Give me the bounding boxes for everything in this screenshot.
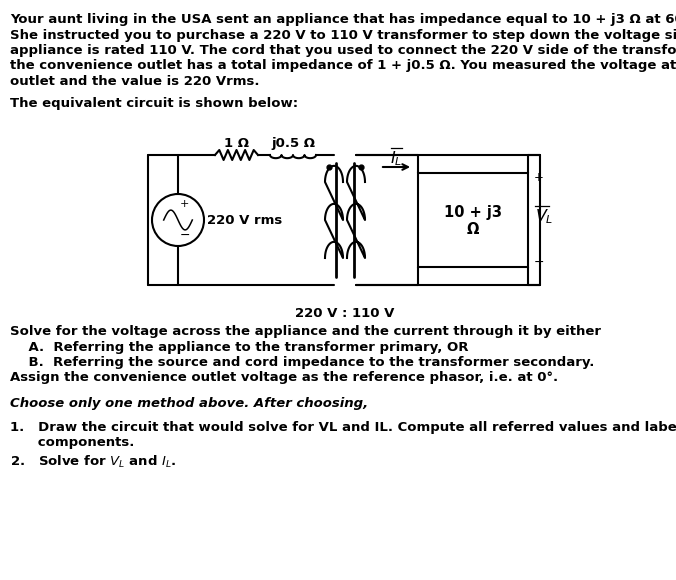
Text: $V_L$: $V_L$ [535, 208, 554, 226]
Text: the convenience outlet has a total impedance of 1 + j0.5 Ω. You measured the vol: the convenience outlet has a total imped… [10, 60, 676, 72]
Text: 220 V : 110 V: 220 V : 110 V [295, 307, 395, 320]
Text: Assign the convenience outlet voltage as the reference phasor, i.e. at 0°.: Assign the convenience outlet voltage as… [10, 372, 558, 385]
Text: components.: components. [10, 436, 135, 449]
Text: 220 V rms: 220 V rms [207, 213, 283, 227]
Text: +: + [534, 171, 544, 184]
Text: Solve for the voltage across the appliance and the current through it by either: Solve for the voltage across the applian… [10, 325, 601, 338]
Text: 10 + j3: 10 + j3 [444, 205, 502, 220]
Text: Choose only one method above. After choosing,: Choose only one method above. After choo… [10, 397, 368, 410]
Text: appliance is rated 110 V. The cord that you used to connect the 220 V side of th: appliance is rated 110 V. The cord that … [10, 44, 676, 57]
Text: outlet and the value is 220 Vrms.: outlet and the value is 220 Vrms. [10, 75, 260, 88]
Bar [418, 173, 528, 267]
Text: B.  Referring the source and cord impedance to the transformer secondary.: B. Referring the source and cord impedan… [10, 356, 594, 369]
Text: $I_L$: $I_L$ [390, 149, 403, 168]
Text: Ω: Ω [467, 223, 479, 237]
Text: −: − [534, 256, 544, 269]
Text: 1 Ω: 1 Ω [224, 137, 249, 150]
Text: Your aunt living in the USA sent an appliance that has impedance equal to 10 + j: Your aunt living in the USA sent an appl… [10, 13, 676, 26]
Text: 1.   Draw the circuit that would solve for VL and IL. Compute all referred value: 1. Draw the circuit that would solve for… [10, 420, 676, 433]
Text: A.  Referring the appliance to the transformer primary, OR: A. Referring the appliance to the transf… [10, 340, 468, 353]
Text: The equivalent circuit is shown below:: The equivalent circuit is shown below: [10, 96, 298, 110]
Text: j0.5 Ω: j0.5 Ω [271, 137, 315, 150]
Text: +: + [180, 199, 189, 209]
Text: 2.   Solve for $V_L$ and $I_L$.: 2. Solve for $V_L$ and $I_L$. [10, 454, 176, 470]
Text: She instructed you to purchase a 220 V to 110 V transformer to step down the vol: She instructed you to purchase a 220 V t… [10, 28, 676, 42]
Text: −: − [180, 229, 191, 242]
